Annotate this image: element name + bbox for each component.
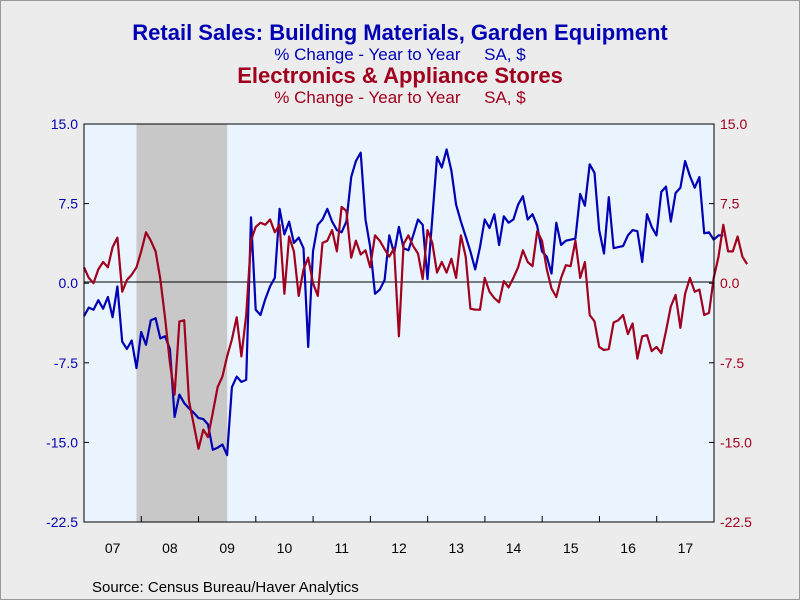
x-tick-label: 15 [563, 540, 579, 556]
left-axis: 15.0 7.5 0.0 -7.5 -15.0 -22.5 [46, 116, 89, 530]
left-tick-label: -7.5 [54, 355, 78, 371]
left-tick-label: 7.5 [59, 196, 79, 212]
right-tick-label: 7.5 [720, 196, 740, 212]
series-line-electronics-appliance [82, 205, 749, 450]
x-axis: 07 08 09 10 11 12 13 14 15 16 17 [83, 516, 715, 556]
recession-shading [136, 124, 228, 522]
right-tick-label: 15.0 [720, 116, 747, 132]
left-tick-label: -15.0 [46, 434, 78, 450]
left-tick-label: 15.0 [51, 116, 78, 132]
right-tick-label: -15.0 [720, 434, 752, 450]
left-tick-label: -22.5 [46, 514, 78, 530]
x-tick-label: 09 [219, 540, 235, 556]
x-tick-label: 17 [678, 540, 694, 556]
x-tick-label: 13 [448, 540, 464, 556]
source-note: Source: Census Bureau/Haver Analytics [92, 579, 359, 596]
x-tick-label: 07 [105, 540, 121, 556]
x-tick-label: 14 [506, 540, 522, 556]
right-tick-label: 0.0 [720, 275, 740, 291]
plot-border [83, 123, 715, 523]
series-group [82, 148, 749, 457]
x-tick-label: 08 [162, 540, 178, 556]
left-tick-label: 0.0 [59, 275, 79, 291]
x-tick-label: 12 [391, 540, 407, 556]
x-tick-label: 16 [620, 540, 636, 556]
chart-title-secondary: Electronics & Appliance Stores [237, 63, 563, 88]
chart-subtitle-primary: % Change - Year to Year SA, $ [274, 45, 526, 64]
chart-title-primary: Retail Sales: Building Materials, Garden… [132, 20, 668, 45]
x-tick-label: 11 [334, 540, 349, 556]
chart-subtitle-secondary: % Change - Year to Year SA, $ [274, 88, 526, 107]
x-tick-label: 10 [277, 540, 293, 556]
right-tick-label: -7.5 [720, 355, 744, 371]
right-axis: 15.0 7.5 0.0 -7.5 -15.0 -22.5 [709, 116, 752, 530]
right-tick-label: -22.5 [720, 514, 752, 530]
